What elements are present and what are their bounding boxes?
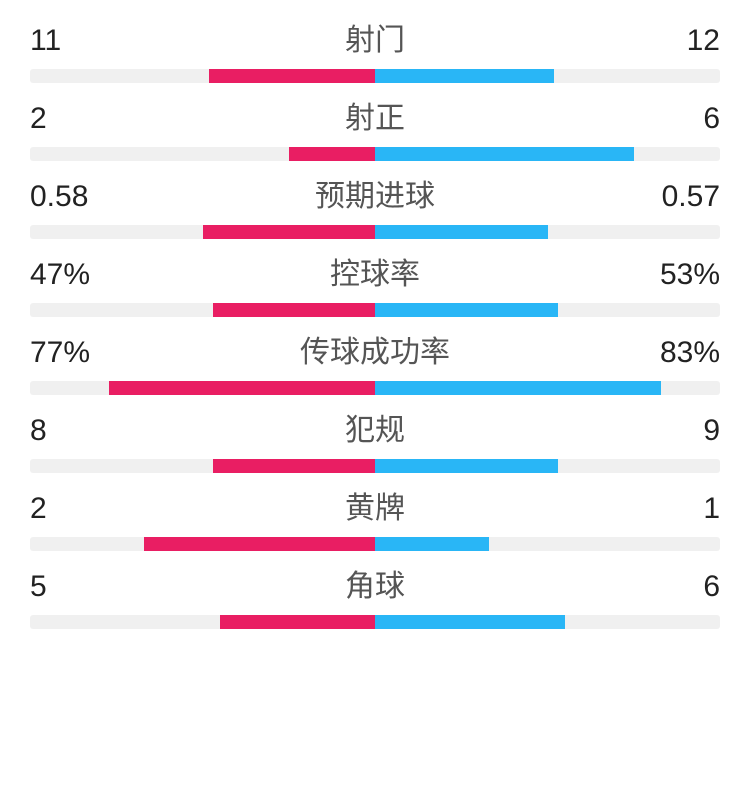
stat-value-left: 2 [30, 102, 110, 136]
stat-labels: 77%传球成功率83% [30, 327, 720, 371]
stat-label: 传球成功率 [110, 327, 640, 371]
stat-bar-left-fill [109, 381, 375, 395]
stat-row: 2黄牌1 [30, 483, 720, 551]
stat-label: 控球率 [110, 249, 640, 293]
stat-row: 2射正6 [30, 93, 720, 161]
stat-bar-track [30, 615, 720, 629]
stat-value-left: 5 [30, 570, 110, 604]
stat-bar-left-fill [213, 459, 375, 473]
stat-bar-track [30, 381, 720, 395]
stat-bar-right-half [375, 381, 720, 395]
stat-row: 47%控球率53% [30, 249, 720, 317]
stat-bar-right-fill [375, 225, 548, 239]
stat-bar-left-fill [220, 615, 375, 629]
stat-bar-right-fill [375, 303, 558, 317]
stat-labels: 2黄牌1 [30, 483, 720, 527]
stat-bar-right-half [375, 225, 720, 239]
stat-bar-left-half [30, 225, 375, 239]
stat-bar-left-half [30, 615, 375, 629]
stat-labels: 5角球6 [30, 561, 720, 605]
stat-label: 射正 [110, 93, 640, 137]
stat-value-right: 0.57 [640, 180, 720, 214]
stat-bar-track [30, 225, 720, 239]
stat-bar-right-half [375, 615, 720, 629]
stat-value-right: 6 [640, 570, 720, 604]
stat-labels: 47%控球率53% [30, 249, 720, 293]
stat-bar-right-fill [375, 459, 558, 473]
stat-bar-left-half [30, 459, 375, 473]
stat-bar-track [30, 459, 720, 473]
stat-bar-right-half [375, 303, 720, 317]
stat-bar-left-half [30, 537, 375, 551]
stat-bar-left-half [30, 147, 375, 161]
stat-value-left: 77% [30, 336, 110, 370]
stat-bar-left-half [30, 69, 375, 83]
stat-bar-track [30, 303, 720, 317]
stat-bar-right-half [375, 459, 720, 473]
stat-bar-right-fill [375, 147, 634, 161]
stat-bar-right-half [375, 69, 720, 83]
stat-bar-right-fill [375, 537, 489, 551]
stat-label: 黄牌 [110, 483, 640, 527]
stat-bar-left-fill [213, 303, 375, 317]
stat-value-right: 9 [640, 414, 720, 448]
stat-labels: 0.58预期进球0.57 [30, 171, 720, 215]
stat-bar-right-half [375, 537, 720, 551]
stat-value-right: 6 [640, 102, 720, 136]
stat-bar-left-fill [289, 147, 375, 161]
stat-bar-left-half [30, 381, 375, 395]
stat-bar-track [30, 69, 720, 83]
stat-bar-track [30, 537, 720, 551]
stat-label: 犯规 [110, 405, 640, 449]
stat-value-left: 47% [30, 258, 110, 292]
stat-row: 77%传球成功率83% [30, 327, 720, 395]
stat-value-left: 2 [30, 492, 110, 526]
stat-labels: 8犯规9 [30, 405, 720, 449]
stat-value-right: 83% [640, 336, 720, 370]
stat-bar-left-fill [209, 69, 375, 83]
stat-bar-right-half [375, 147, 720, 161]
stat-value-left: 11 [30, 24, 110, 58]
stat-label: 射门 [110, 15, 640, 59]
stat-value-right: 53% [640, 258, 720, 292]
stat-value-left: 8 [30, 414, 110, 448]
stat-value-right: 1 [640, 492, 720, 526]
stat-bar-left-half [30, 303, 375, 317]
stat-row: 8犯规9 [30, 405, 720, 473]
stat-bar-right-fill [375, 381, 661, 395]
stat-label: 预期进球 [110, 171, 640, 215]
stat-bar-left-fill [203, 225, 376, 239]
stat-row: 5角球6 [30, 561, 720, 629]
stat-bar-track [30, 147, 720, 161]
stats-comparison: 11射门122射正60.58预期进球0.5747%控球率53%77%传球成功率8… [0, 0, 750, 659]
stat-value-left: 0.58 [30, 180, 110, 214]
stat-bar-left-fill [144, 537, 375, 551]
stat-label: 角球 [110, 561, 640, 605]
stat-row: 0.58预期进球0.57 [30, 171, 720, 239]
stat-value-right: 12 [640, 24, 720, 58]
stat-labels: 2射正6 [30, 93, 720, 137]
stat-bar-right-fill [375, 615, 565, 629]
stat-row: 11射门12 [30, 15, 720, 83]
stat-bar-right-fill [375, 69, 554, 83]
stat-labels: 11射门12 [30, 15, 720, 59]
